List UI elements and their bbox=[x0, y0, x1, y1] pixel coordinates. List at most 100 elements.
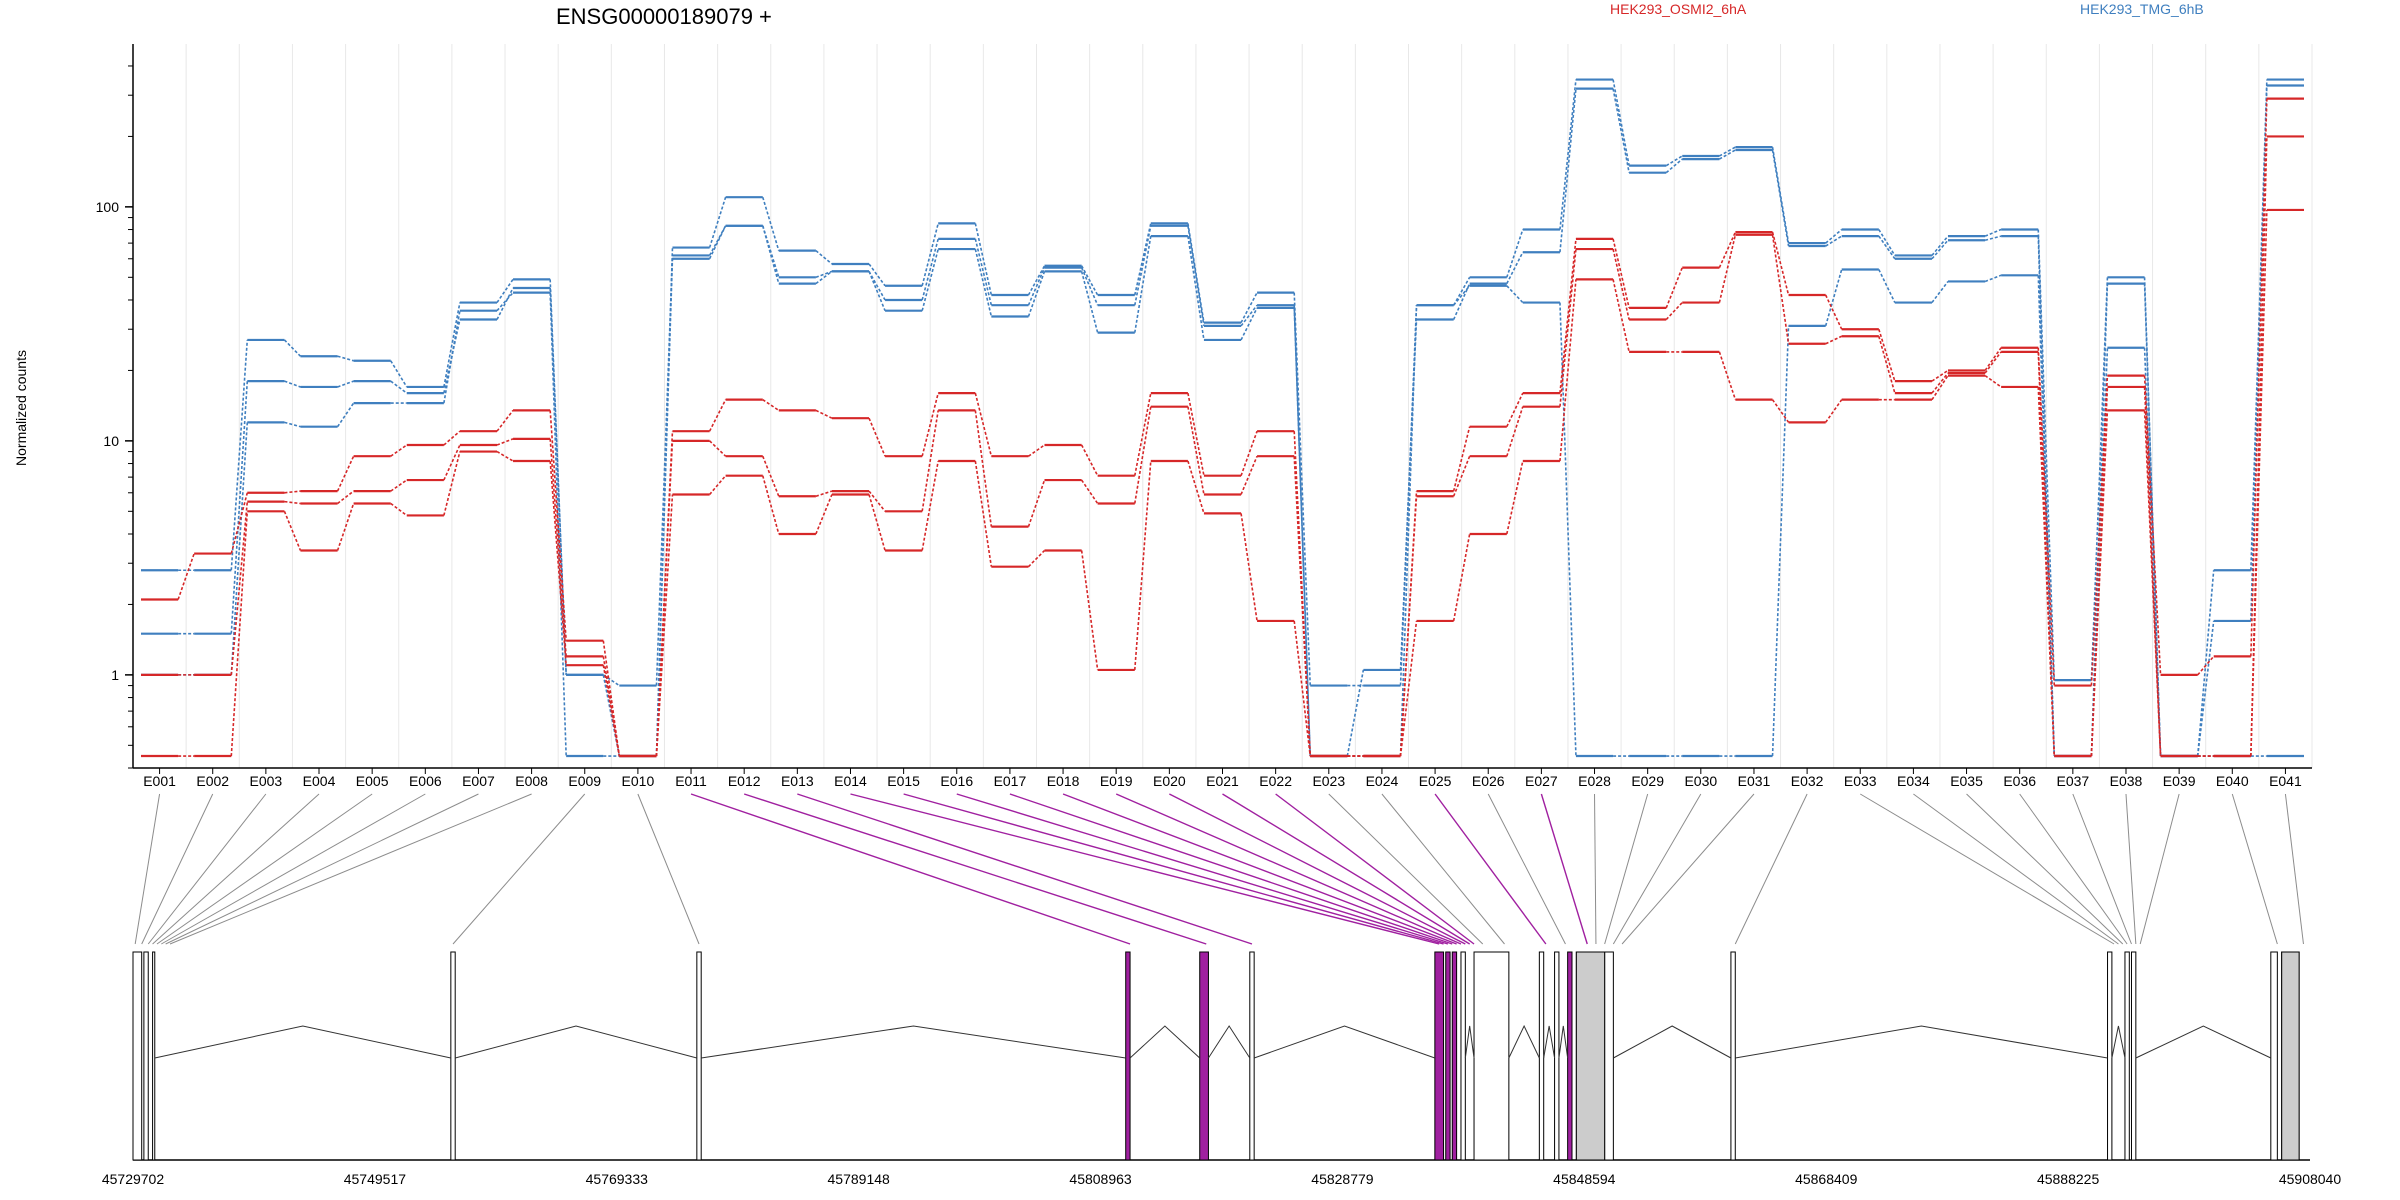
exon-label-E013: E013 bbox=[781, 773, 814, 789]
connector-E033 bbox=[1860, 793, 2115, 945]
series-line bbox=[141, 135, 2304, 758]
series-connector bbox=[761, 475, 780, 535]
series-connector bbox=[1240, 307, 1258, 341]
series-connector bbox=[1133, 392, 1152, 476]
exon-box bbox=[696, 951, 702, 1161]
series-connector bbox=[1718, 231, 1737, 268]
intron bbox=[2111, 1025, 2126, 1059]
intron bbox=[1735, 1025, 2108, 1059]
series-connector bbox=[1240, 304, 1258, 327]
series-connector bbox=[2196, 570, 2215, 757]
series-connector bbox=[1240, 430, 1258, 476]
exon-label-E028: E028 bbox=[1578, 773, 1611, 789]
exon-label-E030: E030 bbox=[1684, 773, 1717, 789]
genomic-coordinate-label: 45808963 bbox=[1069, 1171, 1132, 1187]
series-connector bbox=[815, 270, 833, 279]
series-connector bbox=[1453, 285, 1471, 306]
series-connector bbox=[336, 503, 355, 551]
series-connector bbox=[284, 380, 301, 388]
exon-box bbox=[450, 951, 456, 1161]
genomic-coordinate-label: 45729702 bbox=[102, 1171, 165, 1187]
y-axis-label: Normalized counts bbox=[13, 350, 29, 466]
series-connector bbox=[1559, 238, 1577, 394]
series-connector bbox=[708, 399, 727, 432]
series-connector bbox=[1612, 238, 1630, 309]
genomic-coordinates: 45729702 45749517 45769333 45789148 45808963… bbox=[102, 1171, 2342, 1187]
series-connector bbox=[1612, 279, 1630, 353]
connector-E032 bbox=[1734, 793, 1808, 945]
series-connector bbox=[1825, 235, 1843, 247]
exon-box bbox=[2270, 951, 2278, 1161]
exon-box bbox=[1445, 951, 1451, 1161]
series-connector bbox=[496, 292, 514, 312]
exon-label-E023: E023 bbox=[1312, 773, 1345, 789]
series-connector bbox=[2143, 410, 2162, 757]
series-connector bbox=[1878, 229, 1896, 256]
exon-label-E031: E031 bbox=[1738, 773, 1771, 789]
exon-label-E041: E041 bbox=[2269, 773, 2302, 789]
series-connector bbox=[284, 500, 301, 505]
connector-E022 bbox=[1275, 793, 1475, 945]
series-connector bbox=[496, 438, 514, 446]
exon-box bbox=[143, 951, 149, 1161]
connector-E011 bbox=[690, 793, 1131, 945]
series-connector bbox=[443, 444, 461, 481]
series-connector bbox=[921, 238, 939, 301]
exon-label-E020: E020 bbox=[1153, 773, 1186, 789]
exon-box bbox=[1249, 951, 1255, 1161]
connector-E030 bbox=[1612, 793, 1702, 945]
series-connector bbox=[1771, 325, 1790, 757]
connector-E025 bbox=[1434, 793, 1547, 945]
series-connector bbox=[1559, 279, 1577, 462]
axes bbox=[132, 44, 2312, 769]
exon-label-E033: E033 bbox=[1844, 773, 1877, 789]
connector-E026 bbox=[1487, 793, 1566, 945]
series-connector bbox=[974, 248, 993, 317]
exon-label-E006: E006 bbox=[409, 773, 442, 789]
y-tick-label: 1 bbox=[111, 667, 119, 683]
exon-box bbox=[2107, 951, 2113, 1161]
exon-label-E026: E026 bbox=[1472, 773, 1505, 789]
series-connector bbox=[390, 444, 408, 457]
connector-E004 bbox=[152, 793, 320, 945]
connector-E015 bbox=[903, 793, 1444, 945]
connector-E036 bbox=[2019, 793, 2128, 945]
series-connector bbox=[443, 310, 461, 404]
series-connector bbox=[1452, 455, 1471, 497]
series-connector bbox=[230, 339, 249, 571]
series-connector bbox=[1718, 149, 1736, 160]
connector-E013 bbox=[797, 793, 1253, 945]
exon-box bbox=[2130, 951, 2137, 1161]
genomic-coordinate-label: 45908040 bbox=[2279, 1171, 2342, 1187]
legend-entry-osmi2: HEK293_OSMI2_6hA bbox=[1610, 1, 1747, 17]
series-connector bbox=[1240, 455, 1258, 495]
intron bbox=[1253, 1025, 1436, 1059]
intron bbox=[154, 1025, 451, 1059]
series-connector bbox=[1080, 265, 1099, 296]
series-connector bbox=[1506, 229, 1524, 278]
series-connector bbox=[1771, 149, 1790, 247]
series-connector bbox=[2250, 98, 2268, 657]
exon-label-E035: E035 bbox=[1950, 773, 1983, 789]
series-connector bbox=[230, 492, 249, 554]
exon-label-E005: E005 bbox=[356, 773, 389, 789]
series-connector bbox=[1984, 235, 2002, 242]
series-connector bbox=[1984, 351, 2002, 374]
series-connector bbox=[1825, 335, 1843, 345]
series-connector bbox=[815, 250, 833, 265]
series-connector bbox=[1931, 280, 1949, 304]
series-connector bbox=[496, 287, 514, 320]
series-connector bbox=[1984, 374, 2002, 388]
series-connector bbox=[655, 255, 674, 686]
series-connector bbox=[337, 355, 354, 362]
series-connector bbox=[1931, 372, 1949, 394]
exon-label-E036: E036 bbox=[2003, 773, 2036, 789]
series-connector bbox=[761, 225, 780, 278]
exon-label-E011: E011 bbox=[675, 773, 707, 789]
exon-box bbox=[152, 951, 156, 1161]
connector-E034 bbox=[1913, 793, 2119, 945]
series-connector bbox=[390, 360, 408, 388]
connector-E018 bbox=[1062, 793, 1457, 945]
exon-label-E010: E010 bbox=[622, 773, 655, 789]
series-connector bbox=[1399, 305, 1418, 757]
